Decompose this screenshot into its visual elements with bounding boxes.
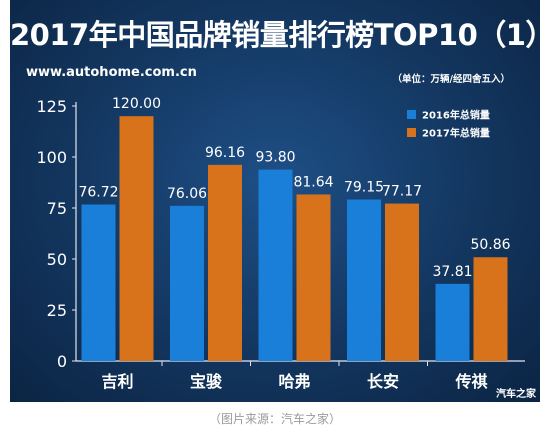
x-category-label: 吉利 (101, 372, 133, 391)
data-label: 96.16 (205, 145, 245, 161)
legend-label: 2016年总销量 (422, 109, 490, 122)
data-label: 79.15 (344, 180, 384, 196)
data-label: 77.17 (382, 184, 422, 200)
bar-2016 (170, 205, 204, 361)
chart-title: 2017年中国品牌销量排行榜TOP10（1） (10, 18, 550, 52)
y-tick-label: 25 (47, 301, 67, 320)
x-category-label: 哈弗 (278, 372, 310, 391)
website-label: www.autohome.com.cn (26, 65, 197, 80)
data-label: 93.80 (255, 150, 295, 166)
y-tick-label: 50 (47, 250, 67, 269)
bar-2016 (81, 204, 116, 361)
data-label: 81.64 (293, 174, 333, 190)
bar-2017 (296, 194, 331, 361)
bar-chart: 0 25 50 75 100 125 76.72 120.00 吉利 76.06 96.16 宝骏 93… (36, 96, 525, 391)
x-category-label: 长安 (367, 372, 399, 391)
y-tick-label: 0 (57, 352, 67, 371)
y-tick-label: 100 (36, 148, 67, 167)
legend-label: 2017年总销量 (422, 127, 490, 140)
bar-2016 (258, 169, 293, 361)
bar-2017 (473, 257, 508, 361)
data-label: 37.81 (432, 264, 472, 280)
x-category-label: 传祺 (454, 372, 487, 391)
image-caption: （图片来源：汽车之家） (208, 412, 341, 426)
legend-swatch-2016 (407, 110, 416, 119)
bar-2017 (208, 164, 242, 361)
x-category-label: 宝骏 (190, 372, 223, 391)
watermark: 汽车之家 (496, 389, 536, 400)
chart-panel: 2017年中国品牌销量排行榜TOP10（1） www.autohome.com.… (10, 0, 550, 402)
data-label: 76.06 (167, 186, 207, 202)
bar-2016 (347, 199, 381, 361)
y-tick-label: 125 (36, 97, 67, 116)
data-label: 120.00 (112, 96, 161, 112)
bar-2017 (385, 203, 419, 361)
y-tick-label: 75 (47, 199, 67, 218)
bar-2017 (119, 116, 154, 361)
unit-note: （单位：万辆/经四舍五入） (392, 74, 510, 85)
data-label: 76.72 (78, 184, 118, 200)
legend-swatch-2017 (407, 128, 416, 137)
data-label: 50.86 (470, 237, 510, 253)
bar-2016 (435, 283, 470, 361)
